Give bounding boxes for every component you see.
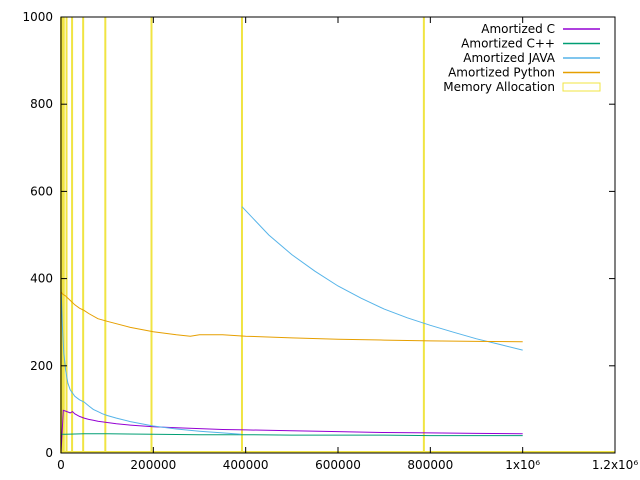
x-tick-label: 0 — [57, 458, 65, 472]
x-tick-label: 1x10⁶ — [505, 458, 540, 472]
series-line-amortized-python — [60, 291, 523, 343]
legend-label: Memory Allocation — [443, 80, 555, 94]
x-tick-label: 200000 — [130, 458, 176, 472]
legend-label: Amortized JAVA — [463, 51, 556, 65]
series-line-amortized-c- — [61, 433, 523, 437]
y-tick-label: 1000 — [22, 10, 53, 24]
legend-label: Amortized Python — [448, 66, 555, 80]
y-tick-label: 800 — [30, 97, 53, 111]
x-tick-label: 1.2x10⁶ — [592, 458, 638, 472]
legend-swatch — [562, 82, 601, 92]
y-tick-label: 400 — [30, 272, 53, 286]
axis-ticks: 0 200000 400000 600000 800000 1x10⁶ 1.2x10⁶ 0 20… — [22, 10, 638, 472]
x-tick-label: 600000 — [315, 458, 361, 472]
series-lines — [60, 206, 523, 454]
legend-label: Amortized C++ — [461, 37, 555, 51]
series-line-amortized-c — [60, 409, 523, 454]
series-line-amortized-java — [60, 206, 523, 435]
x-tick-label: 800000 — [407, 458, 453, 472]
y-tick-label: 0 — [45, 446, 53, 460]
y-tick-label: 600 — [30, 184, 53, 198]
x-tick-label: 400000 — [223, 458, 269, 472]
y-tick-label: 200 — [30, 359, 53, 373]
legend-label: Amortized C — [481, 22, 555, 36]
